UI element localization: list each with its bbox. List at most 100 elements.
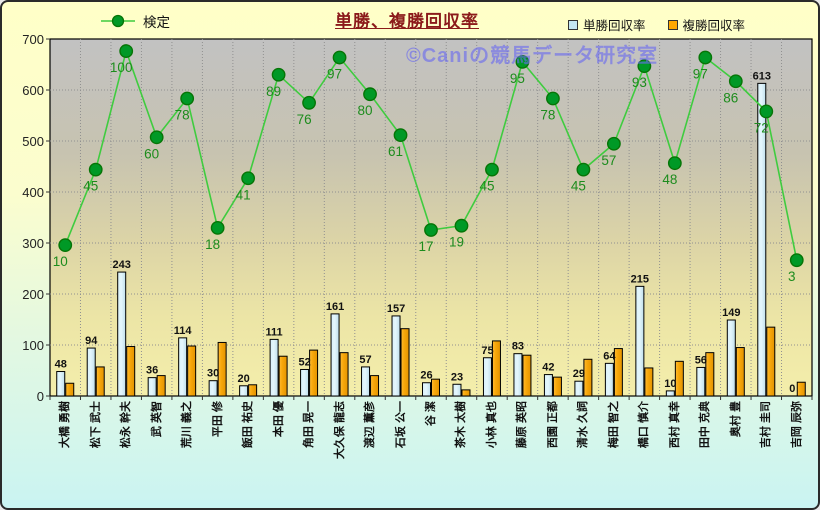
bar-place <box>65 382 75 397</box>
line-marker <box>332 50 347 65</box>
line-marker <box>576 162 591 177</box>
bar-place <box>126 346 136 397</box>
line-marker <box>485 162 499 177</box>
bar-win-label: 161 <box>326 301 344 313</box>
bar-place <box>674 360 684 397</box>
y-axis-label: 400 <box>22 185 44 200</box>
bar-win <box>208 380 218 397</box>
bar-win-label: 111 <box>266 326 283 338</box>
line-label: 80 <box>358 103 373 118</box>
x-axis-label: 角田 晃一 <box>303 401 316 449</box>
line-marker <box>393 128 408 143</box>
bar-win-label: 215 <box>631 273 649 285</box>
bar-win <box>239 385 249 397</box>
line-marker <box>728 74 743 89</box>
y-axis-label: 500 <box>22 134 44 149</box>
bar-win <box>147 377 157 397</box>
line-marker <box>363 87 377 102</box>
x-axis-label: 西村 真幸 <box>668 401 681 449</box>
bar-win-label: 30 <box>207 368 219 380</box>
bar-place <box>370 375 380 397</box>
bar-win-label: 56 <box>695 354 707 366</box>
bar-place <box>461 389 471 397</box>
line-marker <box>606 136 621 151</box>
line-label: 19 <box>449 235 464 250</box>
line-marker <box>515 54 530 69</box>
line-label: 72 <box>754 120 769 135</box>
line-marker <box>180 91 195 106</box>
line-marker <box>454 218 469 233</box>
line-label: 93 <box>632 75 647 90</box>
bar-win-label: 94 <box>85 335 98 347</box>
watermark: ©Caniの競馬データ研究室 <box>406 45 659 67</box>
x-axis-label: 茶木 太樹 <box>455 401 468 449</box>
bar-win-label: 10 <box>664 378 676 390</box>
bar-win-label: 613 <box>753 70 771 82</box>
line-label: 97 <box>327 67 342 82</box>
chart-title: 単勝、複勝回収率 <box>335 12 479 31</box>
line-label: 45 <box>571 179 586 194</box>
x-axis-label: 平田 修 <box>211 401 224 438</box>
bar-win-label: 0 <box>789 383 795 395</box>
bar-win <box>574 380 584 397</box>
line-label: 18 <box>205 237 220 252</box>
x-axis-label: 大久保 龍志 <box>333 401 346 460</box>
line-label: 45 <box>83 179 98 194</box>
line-marker <box>210 220 225 235</box>
x-axis-label: 松下 武士 <box>89 401 102 449</box>
legend-kentei-label: 検定 <box>143 15 170 30</box>
bar-place <box>217 341 227 397</box>
bar-win <box>117 271 127 397</box>
line-label: 10 <box>53 254 68 269</box>
bar-win-label: 26 <box>420 370 432 382</box>
line-label: 78 <box>175 108 190 123</box>
line-marker <box>119 44 134 58</box>
bar-place <box>796 381 806 397</box>
legend-win: 単勝回収率 <box>568 15 646 34</box>
x-axis-label: 西園 正都 <box>546 401 559 449</box>
x-axis-label: 本田 優 <box>272 401 285 438</box>
x-axis-label: 奥村 豊 <box>729 401 742 438</box>
line-label: 100 <box>110 60 133 75</box>
y-axis-label: 100 <box>22 338 44 353</box>
bar-win <box>604 362 614 397</box>
bar-place <box>248 384 258 397</box>
bar-win <box>361 366 371 397</box>
x-axis-label: 梅田 智之 <box>607 401 620 449</box>
line-marker <box>58 238 73 252</box>
bar-win <box>757 82 767 397</box>
bar-win-label: 36 <box>146 365 158 377</box>
y-axis-label: 0 <box>36 389 44 404</box>
bar-win <box>543 374 553 397</box>
line-marker <box>698 50 713 65</box>
bar-win-label: 157 <box>387 303 405 315</box>
bar-place <box>156 375 166 397</box>
legend-bars: 単勝回収率 複勝回収率 <box>568 15 745 34</box>
x-axis-label: 荒川 義之 <box>181 401 194 449</box>
line-marker <box>241 171 256 186</box>
bar-win-label: 42 <box>542 362 554 374</box>
bar-win-label: 64 <box>603 350 616 362</box>
bar-win-label: 52 <box>298 356 310 368</box>
bar-win <box>56 371 66 397</box>
bar-win <box>482 357 492 397</box>
bar-win-label: 48 <box>55 359 67 371</box>
bar-place <box>431 378 440 397</box>
bar-win <box>635 285 645 397</box>
line-marker-icon <box>99 13 137 29</box>
bar-win <box>300 368 310 397</box>
line-label: 57 <box>601 153 616 168</box>
x-axis-label: 橋口 慎介 <box>638 401 651 449</box>
bar-win-label: 243 <box>113 259 131 271</box>
x-axis-label: 吉岡 辰弥 <box>790 401 803 449</box>
line-marker <box>302 95 316 110</box>
y-axis-label: 200 <box>22 287 44 302</box>
legend-place-label: 複勝回収率 <box>682 19 746 33</box>
bar-place <box>491 340 501 397</box>
bar-place <box>400 328 410 397</box>
bar-win-label: 75 <box>481 345 493 357</box>
line-marker <box>424 223 438 237</box>
x-axis-label: 松永 幹夫 <box>120 401 133 449</box>
line-label: 60 <box>144 146 159 161</box>
